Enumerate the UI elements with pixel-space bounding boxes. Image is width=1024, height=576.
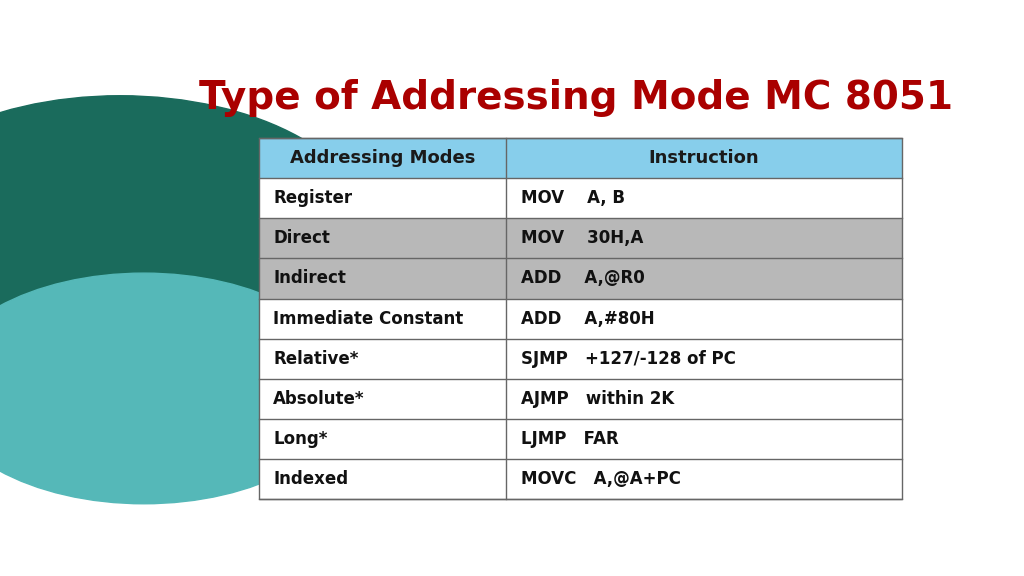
Bar bbox=[259, 178, 902, 218]
Text: MOV    30H,A: MOV 30H,A bbox=[521, 229, 643, 247]
Text: ADD    A,#80H: ADD A,#80H bbox=[521, 310, 654, 328]
Bar bbox=[259, 379, 902, 419]
Text: Direct: Direct bbox=[273, 229, 330, 247]
Text: Absolute*: Absolute* bbox=[273, 390, 365, 408]
Text: Type of Addressing Mode MC 8051: Type of Addressing Mode MC 8051 bbox=[200, 79, 953, 117]
Text: Addressing Modes: Addressing Modes bbox=[290, 149, 475, 167]
Text: MOV    A, B: MOV A, B bbox=[521, 189, 625, 207]
Bar bbox=[259, 298, 902, 339]
Text: Relative*: Relative* bbox=[273, 350, 358, 367]
Text: Indirect: Indirect bbox=[273, 270, 346, 287]
Text: ADD    A,@R0: ADD A,@R0 bbox=[521, 270, 644, 287]
Bar bbox=[259, 259, 902, 298]
Text: MOVC   A,@A+PC: MOVC A,@A+PC bbox=[521, 470, 681, 488]
Text: Immediate Constant: Immediate Constant bbox=[273, 310, 464, 328]
Circle shape bbox=[0, 96, 374, 380]
Bar bbox=[259, 138, 902, 499]
Circle shape bbox=[0, 273, 350, 504]
Text: Instruction: Instruction bbox=[649, 149, 760, 167]
Bar bbox=[259, 218, 902, 259]
Bar bbox=[259, 419, 902, 459]
Bar bbox=[259, 339, 902, 379]
Text: SJMP   +127/-128 of PC: SJMP +127/-128 of PC bbox=[521, 350, 735, 367]
Text: Indexed: Indexed bbox=[273, 470, 348, 488]
Text: Long*: Long* bbox=[273, 430, 328, 448]
Text: AJMP   within 2K: AJMP within 2K bbox=[521, 390, 674, 408]
Text: Register: Register bbox=[273, 189, 352, 207]
Bar bbox=[259, 459, 902, 499]
Bar bbox=[259, 138, 902, 178]
Text: LJMP   FAR: LJMP FAR bbox=[521, 430, 618, 448]
